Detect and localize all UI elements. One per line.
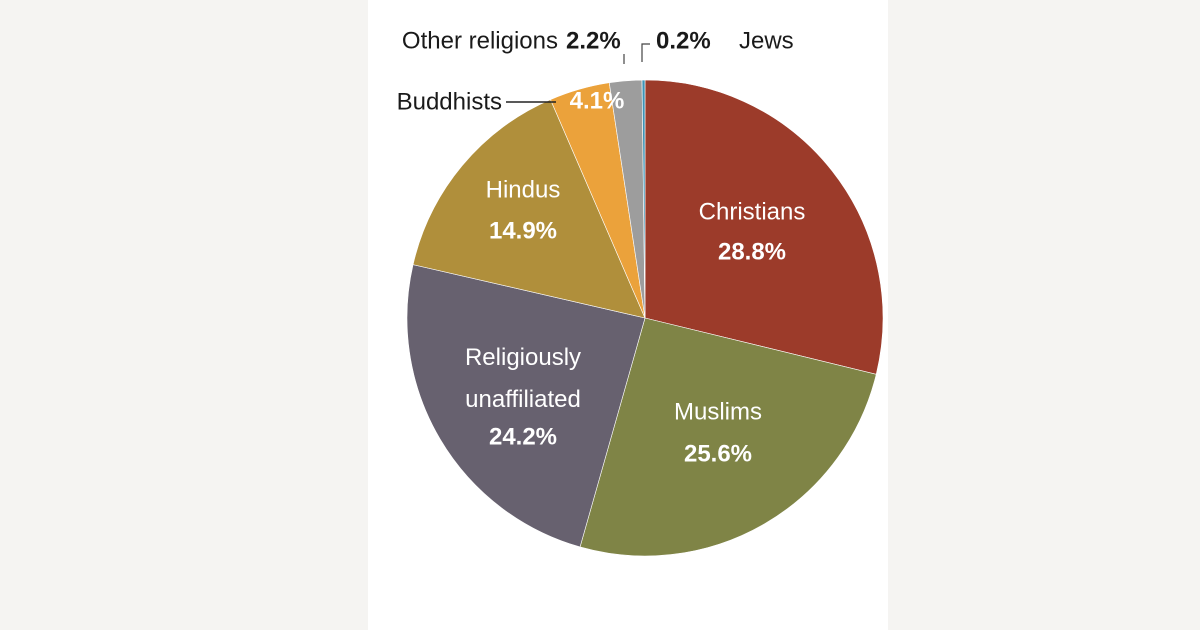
slice-value: 14.9% — [489, 217, 557, 244]
pie-slice — [406, 264, 646, 548]
pie-slice — [412, 99, 646, 319]
slice-label: Buddhists — [397, 88, 502, 115]
slice-value: 28.8% — [718, 238, 786, 265]
slice-value: 0.2% — [656, 27, 711, 54]
pie-slice — [579, 317, 877, 557]
slice-label: Muslims — [674, 398, 762, 425]
slice-value: 4.1% — [570, 87, 625, 114]
slice-label: Other religions — [402, 27, 558, 54]
pie-slice — [644, 79, 884, 375]
slice-label: Hindus — [486, 176, 561, 203]
pie-slice — [641, 79, 646, 319]
slice-label: Jews — [739, 27, 794, 54]
slice-label: Christians — [699, 198, 806, 225]
slice-label: Religiously unaffiliated — [464, 344, 582, 413]
leader-line — [641, 43, 650, 62]
slice-value: 24.2% — [489, 423, 557, 450]
slice-value: 25.6% — [684, 440, 752, 467]
slice-label-box: Religiously unaffiliated — [464, 344, 582, 413]
slice-value: 2.2% — [566, 27, 621, 54]
